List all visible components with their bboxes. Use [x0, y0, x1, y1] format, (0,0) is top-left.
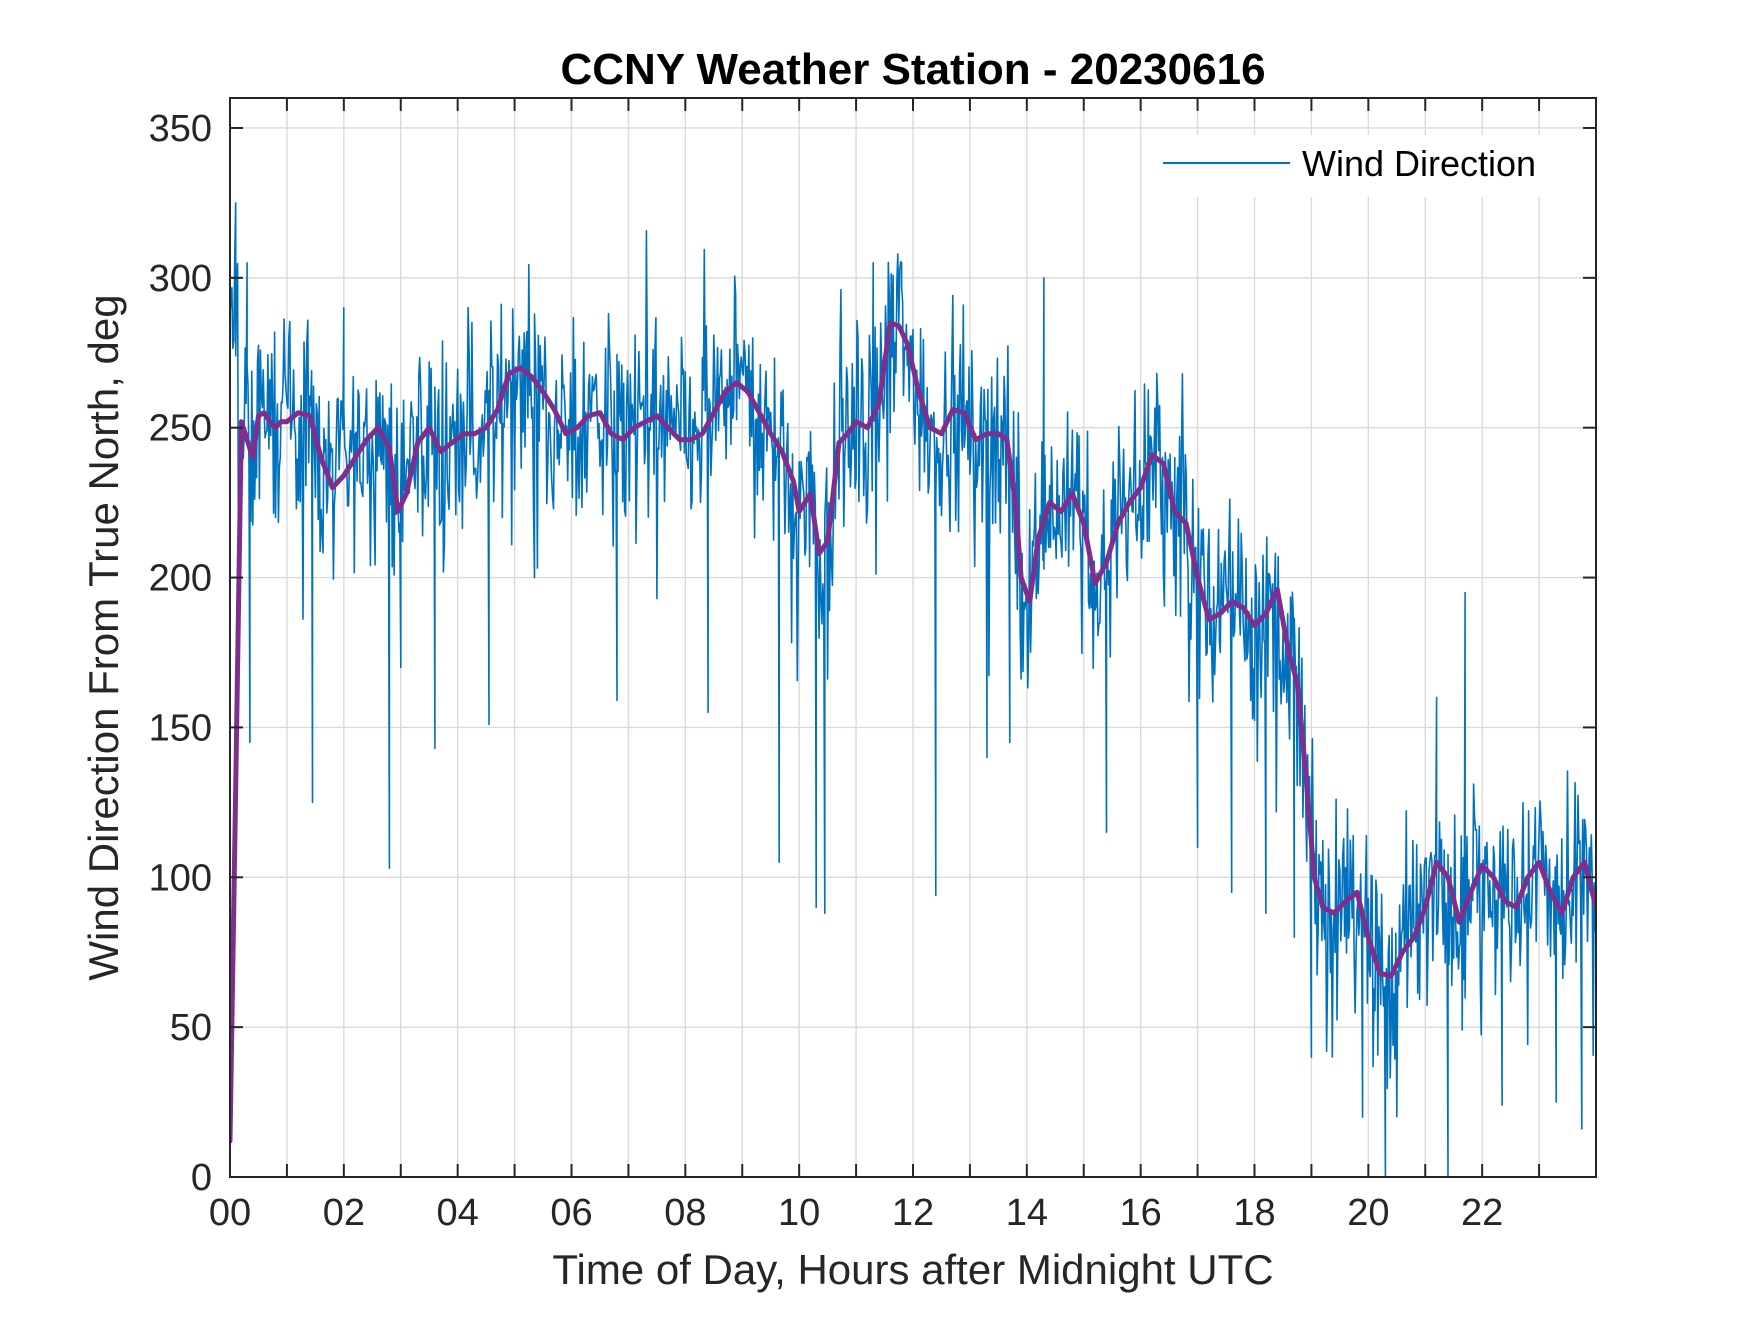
x-tick-label: 18	[1233, 1192, 1275, 1234]
legend-label-wind-direction: Wind Direction	[1302, 143, 1536, 184]
y-tick-label: 150	[149, 707, 212, 749]
y-tick-label: 200	[149, 558, 212, 600]
legend: Wind Direction	[1150, 135, 1550, 197]
y-tick-label: 100	[149, 857, 212, 899]
x-tick-label: 16	[1120, 1192, 1162, 1234]
plot-series	[230, 202, 1596, 1177]
y-tick-label: 50	[170, 1007, 212, 1049]
x-tick-label: 06	[550, 1192, 592, 1234]
x-tick-label: 14	[1006, 1192, 1048, 1234]
x-tick-label: 00	[209, 1192, 251, 1234]
x-tick-label: 10	[778, 1192, 820, 1234]
x-tick-label: 04	[437, 1192, 479, 1234]
y-tick-label: 350	[149, 108, 212, 150]
y-tick-label: 0	[191, 1157, 212, 1199]
series-line-wind-direction	[230, 202, 1596, 1177]
y-axis-label: Wind Direction From True North, deg	[80, 294, 127, 980]
x-tick-label: 02	[323, 1192, 365, 1234]
axis-ticks: 00 02 04 06 08 10 12 14 16 18 20 22 0 50 100 150 200 250 3…	[149, 98, 1596, 1234]
chart-title: CCNY Weather Station - 20230616	[560, 45, 1265, 94]
x-axis-label: Time of Day, Hours after Midnight UTC	[552, 1246, 1273, 1293]
series-line-running-mean	[230, 320, 1596, 1144]
y-tick-label: 250	[149, 408, 212, 450]
grid	[230, 98, 1596, 1177]
legend-box	[1150, 135, 1550, 197]
x-tick-label: 22	[1461, 1192, 1503, 1234]
y-tick-label: 300	[149, 258, 212, 300]
x-tick-label: 08	[664, 1192, 706, 1234]
x-tick-label: 20	[1347, 1192, 1389, 1234]
x-tick-label: 12	[892, 1192, 934, 1234]
